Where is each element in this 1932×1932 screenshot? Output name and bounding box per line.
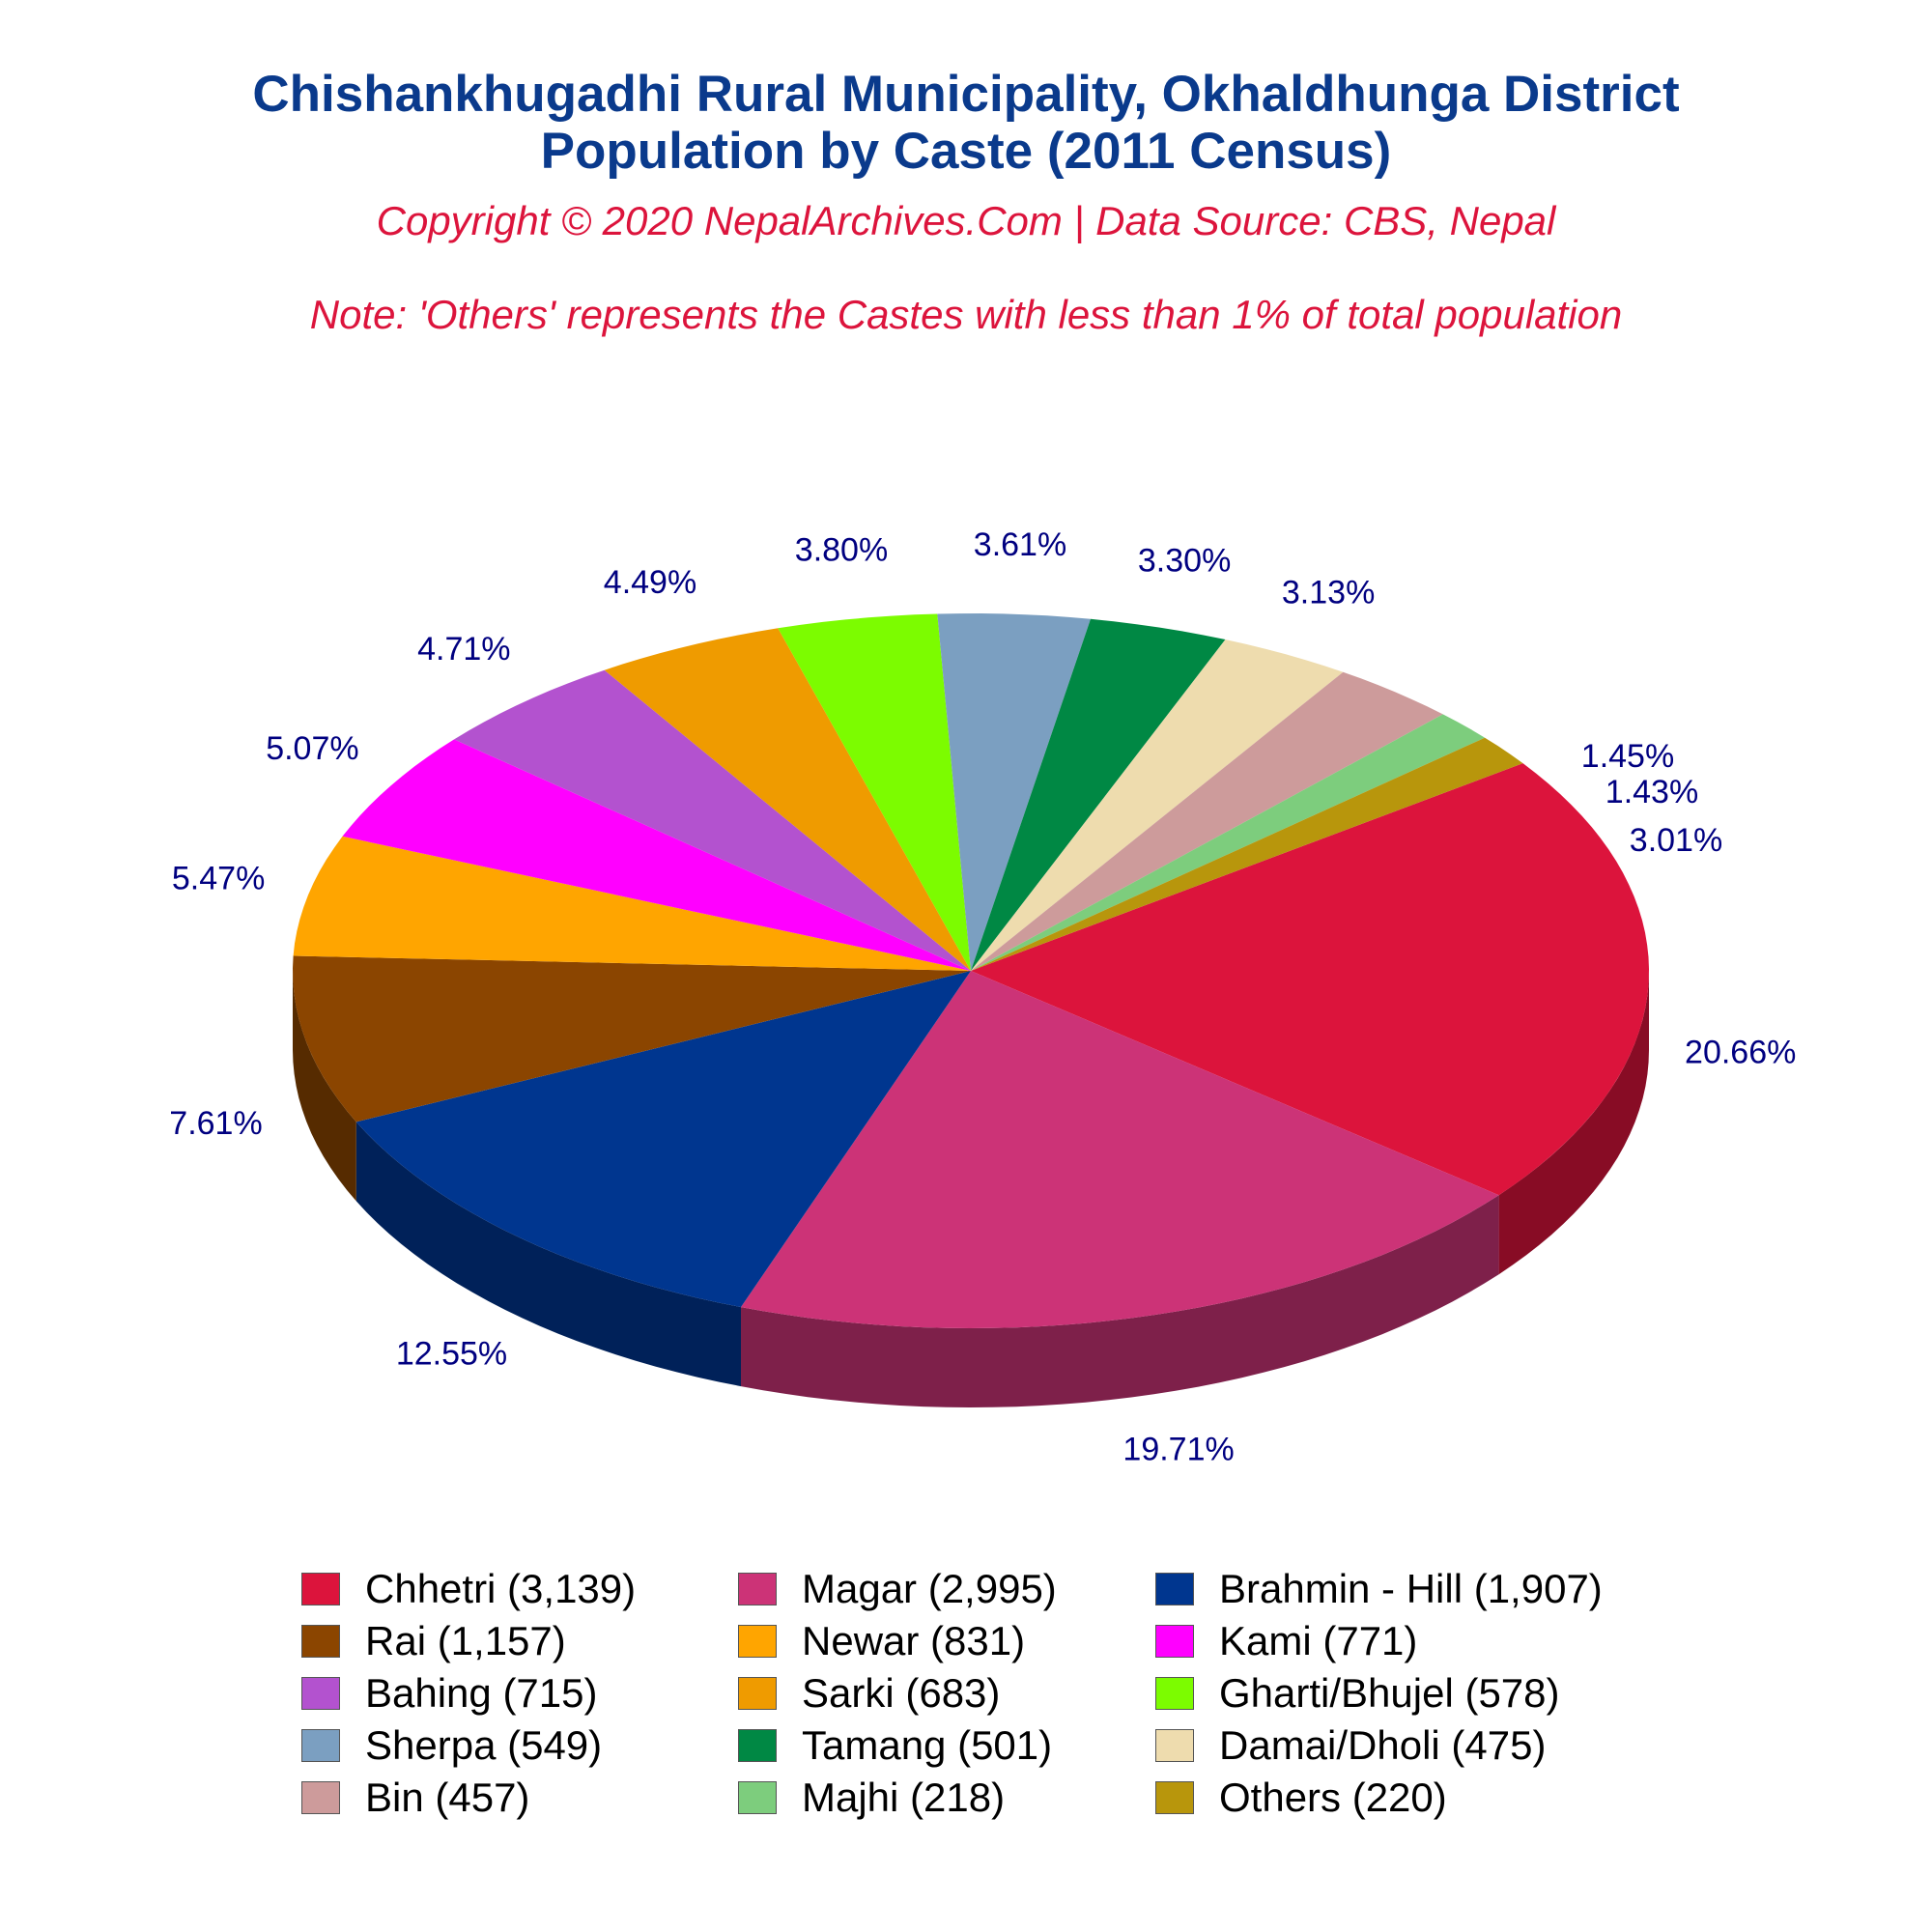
legend-label: Newar (831) <box>802 1618 1026 1663</box>
pct-label-sherpa: 3.61% <box>974 526 1066 563</box>
legend-swatch <box>738 1781 777 1814</box>
pie-slice-bahing <box>454 669 972 971</box>
pie-side-rai <box>293 971 356 1202</box>
pie-slice-magar <box>741 971 1499 1328</box>
legend-item: Rai (1,157) <box>301 1615 566 1667</box>
legend-label: Gharti/Bhujel (578) <box>1219 1670 1560 1716</box>
legend-label: Chhetri (3,139) <box>365 1566 637 1611</box>
legend-label: Magar (2,995) <box>802 1566 1057 1611</box>
legend-item: Bahing (715) <box>301 1667 598 1719</box>
legend-label: Sarki (683) <box>802 1670 1001 1716</box>
legend-label: Kami (771) <box>1219 1618 1418 1663</box>
legend-swatch <box>1155 1729 1194 1762</box>
pct-label-gharti-bhujel: 3.80% <box>795 531 888 568</box>
pct-label-magar: 19.71% <box>1122 1431 1234 1467</box>
pie-slice-tamang <box>971 618 1226 971</box>
chart-title: Chishankhugadhi Rural Municipality, Okha… <box>252 66 1680 123</box>
pct-label-others: 1.45% <box>1581 738 1674 775</box>
pie-slice-sarki <box>604 628 971 971</box>
pct-label-bahing: 4.71% <box>417 631 510 668</box>
legend-item: Bin (457) <box>301 1772 529 1824</box>
pie-side-magar <box>741 1195 1499 1407</box>
legend-label: Sherpa (549) <box>365 1722 603 1768</box>
pct-label-rai: 7.61% <box>169 1105 262 1142</box>
legend-item: Gharti/Bhujel (578) <box>1155 1667 1560 1719</box>
pie-slice-bin <box>971 671 1443 971</box>
chart-subtitle: Population by Caste (2011 Census) <box>540 123 1392 180</box>
legend-label: Bahing (715) <box>365 1670 598 1716</box>
legend-swatch <box>1155 1677 1194 1710</box>
legend-swatch <box>738 1625 777 1658</box>
legend-item: Damai/Dholi (475) <box>1155 1719 1546 1772</box>
note-text: Note: 'Others' represents the Castes wit… <box>309 292 1623 337</box>
pie-slice-newar <box>293 836 972 971</box>
pie-slice-gharti-bhujel <box>778 613 971 971</box>
pie-slice-damai-dholi <box>971 639 1344 971</box>
pct-label-chhetri: 20.66% <box>1685 1035 1796 1071</box>
legend-item: Sherpa (549) <box>301 1719 602 1772</box>
legend-label: Tamang (501) <box>802 1722 1053 1768</box>
legend-swatch <box>738 1573 777 1605</box>
legend-swatch <box>301 1729 340 1762</box>
pct-label-damai-dholi: 3.13% <box>1282 574 1375 611</box>
legend-swatch <box>1155 1573 1194 1605</box>
pct-label-brahmin-hill: 12.55% <box>396 1336 507 1373</box>
pie-slice-rai <box>293 955 971 1122</box>
pct-label-bin: 3.01% <box>1630 822 1722 859</box>
legend-swatch <box>1155 1781 1194 1814</box>
legend-label: Brahmin - Hill (1,907) <box>1219 1566 1603 1611</box>
legend-label: Rai (1,157) <box>365 1618 566 1663</box>
pct-label-newar: 5.47% <box>172 861 265 897</box>
legend-swatch <box>301 1625 340 1658</box>
legend-swatch <box>738 1677 777 1710</box>
legend-label: Majhi (218) <box>802 1775 1006 1820</box>
copyright-text: Copyright © 2020 NepalArchives.Com | Dat… <box>376 198 1556 243</box>
legend-swatch <box>301 1677 340 1710</box>
legend-swatch <box>1155 1625 1194 1658</box>
pie-slice-chhetri <box>971 763 1649 1196</box>
pct-label-tamang: 3.30% <box>1138 542 1231 579</box>
legend-item: Newar (831) <box>738 1615 1025 1667</box>
pct-label-majhi: 1.43% <box>1605 774 1698 810</box>
pct-label-sarki: 4.49% <box>604 564 696 601</box>
pie-side-chhetri <box>1498 971 1649 1275</box>
pie-slice-brahmin-hill <box>355 971 971 1308</box>
pie-slice-others <box>971 737 1523 971</box>
legend-item: Sarki (683) <box>738 1667 1000 1719</box>
legend-label: Others (220) <box>1219 1775 1447 1820</box>
pie-side-brahmin-hill <box>355 1122 741 1387</box>
legend-swatch <box>301 1573 340 1605</box>
legend-swatch <box>301 1781 340 1814</box>
legend-label: Damai/Dholi (475) <box>1219 1722 1547 1768</box>
pie-slice-sherpa <box>937 613 1091 971</box>
legend-item: Majhi (218) <box>738 1772 1005 1824</box>
legend-item: Brahmin - Hill (1,907) <box>1155 1563 1603 1615</box>
pie-slice-majhi <box>971 714 1486 971</box>
pie-slice-kami <box>342 739 971 971</box>
pct-label-kami: 5.07% <box>266 730 358 767</box>
legend-item: Chhetri (3,139) <box>301 1563 636 1615</box>
legend-item: Kami (771) <box>1155 1615 1417 1667</box>
legend-item: Magar (2,995) <box>738 1563 1057 1615</box>
legend-item: Others (220) <box>1155 1772 1447 1824</box>
legend-label: Bin (457) <box>365 1775 530 1820</box>
legend-item: Tamang (501) <box>738 1719 1052 1772</box>
pie-chart: 20.66% 19.71% 12.55% 7.61% 5.47% 5.07% 4.71% 4.… <box>169 526 1796 1468</box>
legend-swatch <box>738 1729 777 1762</box>
